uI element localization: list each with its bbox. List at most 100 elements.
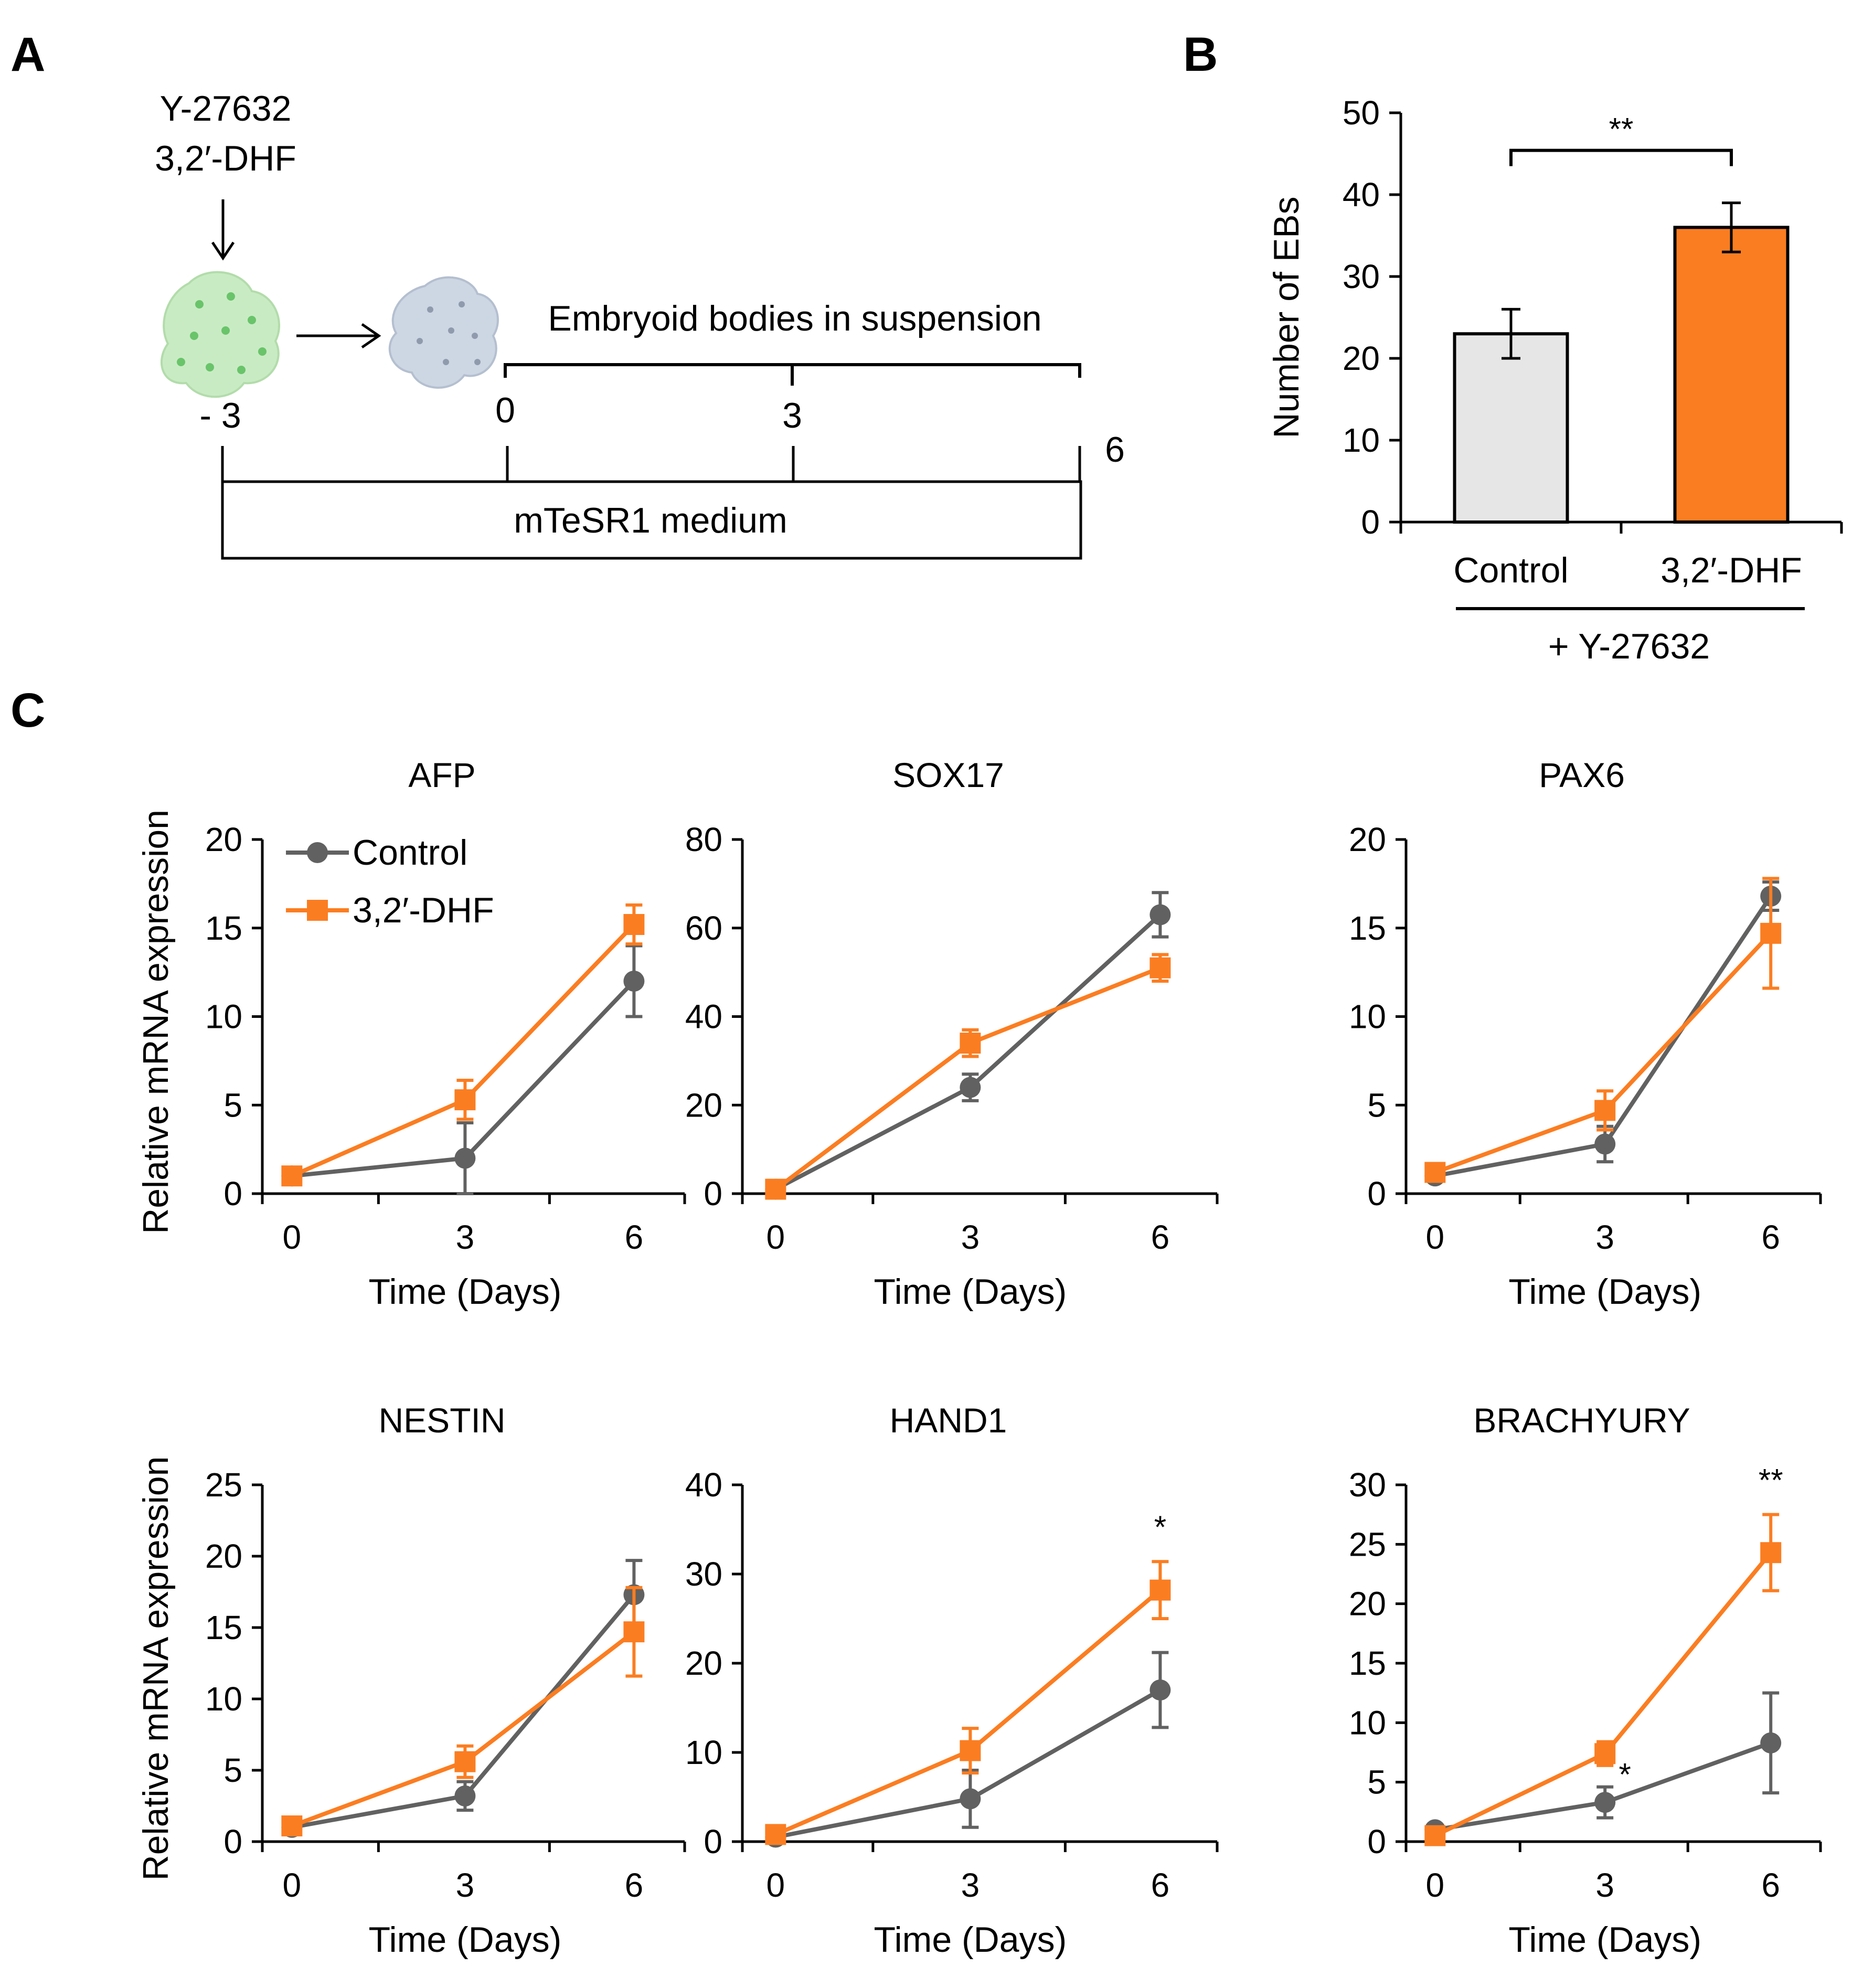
data-point [454, 1785, 476, 1806]
day-label-6: 6 [1105, 430, 1125, 470]
x-tick-label: 6 [1151, 1866, 1170, 1904]
x-axis-label: Time (Days) [369, 1272, 562, 1312]
day-label-0: 0 [495, 390, 515, 430]
legend: Control 3,2′-DHF [286, 833, 494, 930]
y-tick-label: 5 [1367, 1763, 1386, 1801]
x-tick-label: 3 [456, 1866, 475, 1904]
legend-label-dhf: 3,2′-DHF [353, 890, 494, 930]
data-point [1760, 1732, 1782, 1753]
panel-b-bar-chart: 0 10 20 30 40 50 Control 3,2′-DHF Number of EB… [1266, 94, 1843, 666]
data-point [1760, 1542, 1782, 1564]
y-tick-label: 30 [1349, 1466, 1386, 1504]
panel-label-c: C [10, 684, 45, 737]
chart-afp: AFP 0 5 10 15 20 0 3 6 Time (Days) Relative mRNA e… [136, 756, 686, 1312]
y-tick-label: 20 [205, 821, 242, 858]
series-dhf [765, 953, 1171, 1200]
y-tick-label: 0 [1367, 1823, 1386, 1861]
y-tick-label: 0 [1361, 503, 1380, 541]
chart-pax6: PAX6 0 5 10 15 20 0 3 6 Time (Days) [1349, 756, 1822, 1312]
data-point [1594, 1133, 1616, 1155]
x-axis-label: Time (Days) [874, 1272, 1067, 1312]
y-tick-label: 20 [205, 1537, 242, 1575]
data-point [765, 1178, 786, 1200]
x-tick-label: 3 [1595, 1218, 1614, 1256]
x-tick-label: 3 [961, 1218, 980, 1256]
y-tick-label: 5 [223, 1086, 242, 1124]
y-tick-label: 40 [1343, 176, 1380, 214]
panel-label-a: A [10, 28, 45, 81]
y-tick-label: 15 [205, 909, 242, 947]
y-tick-label: 30 [1343, 258, 1380, 295]
y-tick-label: 20 [685, 1644, 722, 1682]
y-tick-label: 0 [1367, 1175, 1386, 1213]
x-tick-label: 6 [1761, 1218, 1780, 1256]
data-point [960, 1033, 981, 1054]
data-point [1760, 922, 1782, 944]
data-point [1594, 1100, 1616, 1121]
chart-title: BRACHYURY [1473, 1401, 1690, 1440]
x-tick-label: 0 [283, 1218, 302, 1256]
treatment-label-1: Y-27632 [160, 89, 292, 129]
x-tick-label: 0 [767, 1218, 785, 1256]
stem-cell-colony-icon [160, 271, 281, 398]
data-point [960, 1740, 981, 1761]
eb-suspension-label: Embryoid bodies in suspension [548, 299, 1041, 338]
legend-marker-control [307, 842, 328, 863]
significance-label: ** [1609, 112, 1634, 147]
series-control [1424, 880, 1782, 1187]
medium-label: mTeSR1 medium [514, 501, 787, 540]
y-tick-label: 15 [1349, 1644, 1386, 1682]
right-arrow-icon [296, 323, 381, 349]
chart-title: AFP [408, 756, 475, 794]
y-tick-label: 20 [1349, 821, 1386, 858]
series-dhf [281, 1586, 645, 1837]
chart-title: PAX6 [1539, 756, 1625, 794]
x-tick-label: Control [1453, 550, 1568, 590]
x-axis-label: Time (Days) [1508, 1920, 1701, 1960]
down-arrow-icon [211, 199, 235, 261]
x-axis-label: Time (Days) [1508, 1272, 1701, 1312]
x-tick-label: 0 [1426, 1218, 1445, 1256]
data-point [1594, 1792, 1616, 1813]
chart-title: HAND1 [890, 1401, 1007, 1440]
x-tick-label: 3 [961, 1866, 980, 1904]
chart-nestin: NESTIN 0 5 10 15 20 25 0 3 6 Time (Days) Relative m… [136, 1401, 686, 1960]
series-dhf [765, 1560, 1171, 1845]
x-tick-label: 0 [767, 1866, 785, 1904]
data-point [1149, 1679, 1171, 1700]
significance-label: * [1154, 1509, 1166, 1545]
y-tick-label: 30 [685, 1555, 722, 1593]
y-tick-label: 0 [704, 1175, 722, 1213]
data-point [454, 1751, 476, 1772]
data-point [454, 1147, 476, 1169]
data-point [281, 1165, 303, 1187]
y-tick-label: 10 [1349, 1704, 1386, 1741]
chart-title: NESTIN [378, 1401, 505, 1440]
chart-hand1: HAND1 0 10 20 30 40 0 3 6 Time (Days) * [685, 1401, 1219, 1960]
chart-title: SOX17 [892, 756, 1004, 794]
y-tick-label: 20 [1349, 1585, 1386, 1623]
panel-a-schematic: Y-27632 3,2′-DHF Embryoid bodies in susp… [155, 89, 1125, 560]
data-point [281, 1815, 303, 1837]
y-axis-label: Number of EBs [1266, 196, 1306, 438]
significance-label: ** [1759, 1463, 1783, 1498]
x-tick-label: 6 [1151, 1218, 1170, 1256]
y-axis-label: Relative mRNA expression [136, 810, 176, 1234]
data-point [1594, 1743, 1616, 1764]
x-tick-label: 3 [1595, 1866, 1614, 1904]
x-tick-label: 3,2′-DHF [1660, 550, 1802, 590]
data-point [1149, 904, 1171, 926]
data-point [1149, 957, 1171, 979]
y-tick-label: 25 [1349, 1525, 1386, 1563]
data-point [765, 1824, 786, 1845]
legend-marker-dhf [307, 900, 328, 921]
y-tick-label: 10 [1349, 998, 1386, 1036]
data-point [623, 1621, 645, 1643]
data-point [454, 1089, 476, 1111]
treatment-label-2: 3,2′-DHF [155, 139, 296, 178]
y-tick-label: 5 [1367, 1086, 1386, 1124]
panel-label-b: B [1183, 28, 1218, 81]
bar-dhf [1673, 226, 1790, 524]
